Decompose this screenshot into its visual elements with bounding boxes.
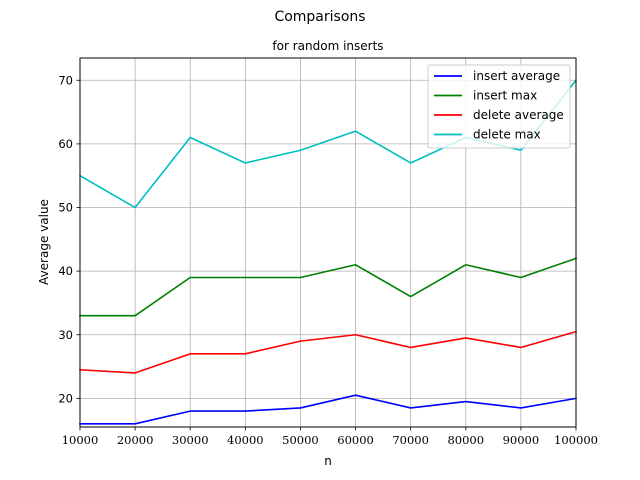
legend-entry-label: insert max	[473, 89, 537, 103]
axis-ticks: 10000 20000 30000 40000 50000 60000 70000 80000…	[58, 73, 598, 447]
x-tick-label: 70000	[392, 433, 429, 447]
x-axis-label: n	[324, 454, 332, 468]
x-tick-label: 30000	[172, 433, 209, 447]
chart-subtitle: for random inserts	[272, 39, 383, 53]
series-line-insert-max	[79, 257, 578, 317]
series-line-delete-average	[79, 330, 577, 374]
x-tick-label: 20000	[117, 433, 154, 447]
y-axis-label: Average value	[37, 199, 51, 285]
x-tick-label: 60000	[337, 433, 374, 447]
x-tick-label: 90000	[503, 433, 540, 447]
legend: insert average insert max delete average de…	[427, 64, 571, 149]
chart-title: Comparisons	[274, 9, 365, 25]
y-tick-label: 20	[58, 391, 73, 405]
x-tick-label: 100000	[554, 433, 598, 447]
x-tick-label: 80000	[447, 433, 484, 447]
legend-entry-label: insert average	[473, 69, 560, 83]
x-tick-label: 10000	[62, 433, 99, 447]
plot-area-frame	[79, 57, 577, 428]
x-tick-label: 40000	[227, 433, 264, 447]
legend-entry-label: delete average	[473, 108, 564, 122]
x-tick-label: 50000	[282, 433, 319, 447]
y-tick-label: 30	[58, 328, 73, 342]
y-tick-label: 40	[58, 264, 73, 278]
y-tick-label: 70	[58, 73, 73, 87]
y-tick-label: 60	[58, 137, 73, 151]
y-tick-label: 50	[58, 201, 73, 215]
legend-box	[427, 64, 571, 149]
legend-entry-label: delete max	[473, 128, 541, 142]
series-line-insert-average	[79, 394, 577, 425]
